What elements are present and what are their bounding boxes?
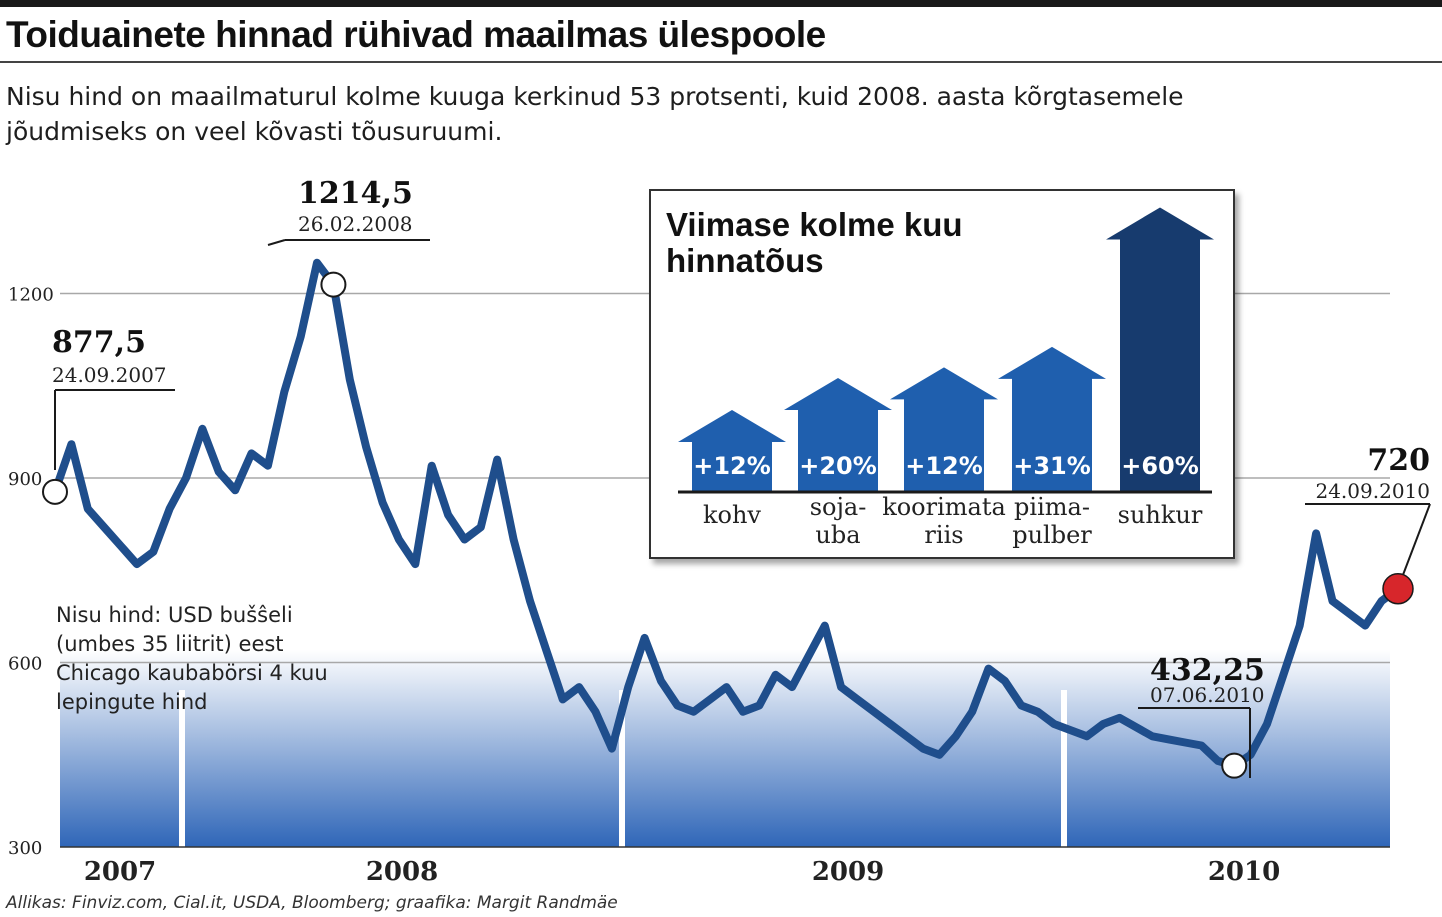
arrow-category-3: piima-pulber — [1012, 493, 1092, 549]
year-divider-2 — [1061, 690, 1067, 847]
y-tick-600: 600 — [8, 654, 42, 675]
title-divider — [0, 61, 1442, 63]
arrow-category-2: koorimata riis — [882, 493, 1006, 549]
annotation-date-3: 24.09.2010 — [1315, 479, 1430, 503]
y-tick-1200: 1200 — [8, 285, 54, 306]
page-subtitle: Nisu hind on maailmaturul kolme kuuga ke… — [6, 82, 1184, 146]
annotation-marker-2 — [1221, 752, 1248, 779]
arrow-label-3: +31% — [1013, 452, 1091, 480]
annotation-value-3: 720 — [1367, 443, 1430, 478]
arrow-bar-1 — [784, 378, 892, 492]
wheat-price-line — [51, 258, 1402, 770]
top-rule — [0, 0, 1442, 7]
annotation-date-2: 07.06.2010 — [1150, 683, 1265, 707]
annotation-marker-1 — [320, 271, 347, 298]
annotation-value-0: 877,5 — [52, 325, 146, 360]
arrow-label-1: +20% — [799, 452, 877, 480]
arrow-bar-0 — [678, 410, 786, 492]
annotation-marker-0 — [42, 478, 68, 505]
annotation-date-0: 24.09.2007 — [52, 363, 167, 387]
source-credit: Allikas: Finviz.com, Cial.it, USDA, Bloo… — [6, 893, 618, 913]
year-divider-0 — [179, 690, 185, 847]
x-tick-2008: 2008 — [366, 857, 438, 887]
page-title: Toiduainete hinnad rühivad maailmas üles… — [6, 14, 826, 55]
year-divider-1 — [619, 690, 625, 847]
inset-title: Viimase kolme kuu hinnatõus — [666, 206, 963, 279]
arrow-bar-4 — [1106, 207, 1214, 492]
arrow-bar-3 — [998, 346, 1106, 492]
arrow-category-1: soja-uba — [810, 493, 867, 549]
arrow-bar-2 — [890, 367, 998, 492]
arrow-category-0: kohv — [703, 501, 761, 529]
series-note: Nisu hind: USD bušŝeli (umbes 35 liitrit)… — [56, 603, 328, 714]
y-tick-300: 300 — [8, 838, 42, 859]
arrow-category-4: suhkur — [1118, 501, 1203, 529]
price-area-band — [60, 650, 1390, 847]
x-tick-2009: 2009 — [812, 857, 884, 887]
current-price-marker — [1382, 572, 1414, 605]
y-tick-900: 900 — [8, 469, 42, 490]
x-tick-2007: 2007 — [84, 857, 156, 887]
annotation-date-1: 26.02.2008 — [298, 212, 413, 236]
arrow-label-4: +60% — [1121, 452, 1199, 480]
x-tick-2010: 2010 — [1208, 857, 1280, 887]
arrow-label-0: +12% — [693, 452, 771, 480]
annotation-value-1: 1214,5 — [298, 176, 413, 211]
annotation-leader-1 — [267, 239, 286, 246]
annotation-value-2: 432,25 — [1150, 653, 1265, 688]
arrow-label-2: +12% — [905, 452, 983, 480]
